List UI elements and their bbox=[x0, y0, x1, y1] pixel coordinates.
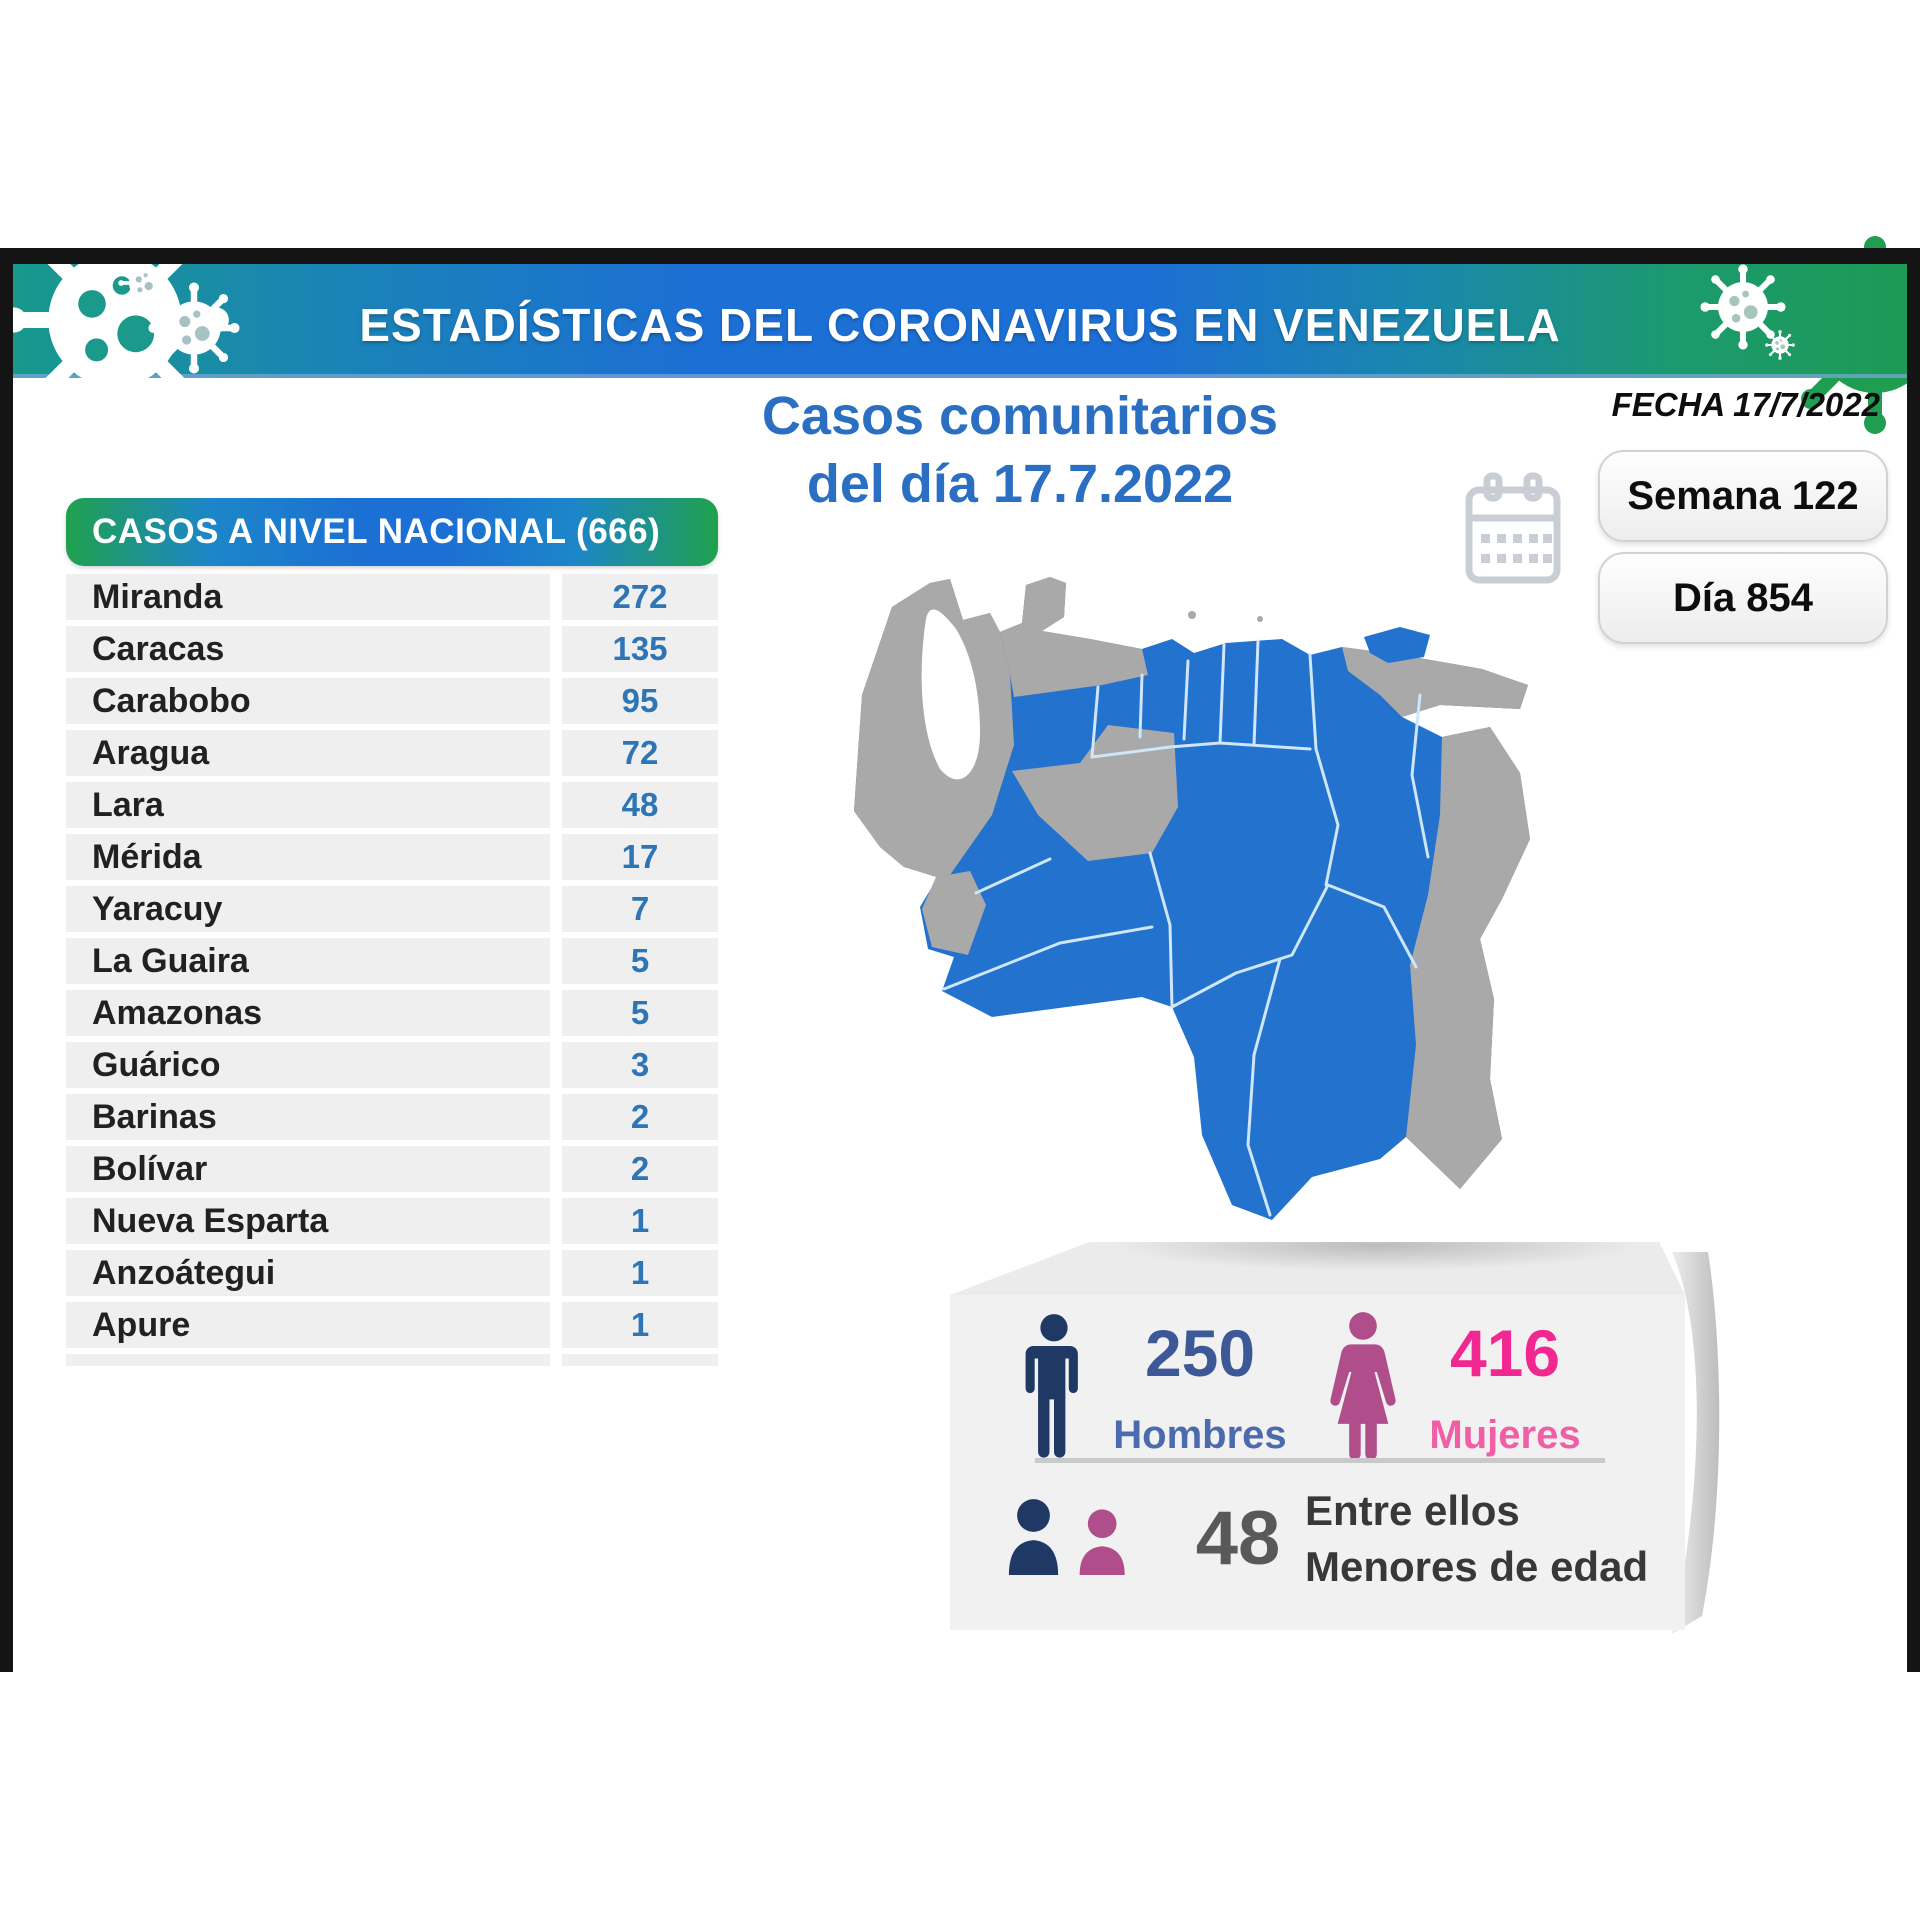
header-banner: ESTADÍSTICAS DEL CORONAVIRUS EN VENEZUEL… bbox=[13, 264, 1907, 378]
state-name-cell: Mérida bbox=[66, 834, 550, 880]
cases-table-rows: Miranda 272 Caracas 135 Carabobo 95 Arag… bbox=[66, 574, 718, 1348]
table-row: Apure 1 bbox=[66, 1302, 718, 1348]
state-name-cell: Yaracuy bbox=[66, 886, 550, 932]
state-name-cell: Guárico bbox=[66, 1042, 550, 1088]
map-region-sucre bbox=[1342, 647, 1528, 717]
cases-table-header: CASOS A NIVEL NACIONAL (666) bbox=[66, 498, 718, 566]
map-region-country-base bbox=[854, 577, 1530, 1220]
table-row: Lara 48 bbox=[66, 782, 718, 828]
state-name-cell: Miranda bbox=[66, 574, 550, 620]
state-cases-cell: 2 bbox=[562, 1094, 718, 1140]
table-row: Caracas 135 bbox=[66, 626, 718, 672]
cases-table-footer-strip bbox=[66, 1354, 718, 1366]
state-name-cell: Carabobo bbox=[66, 678, 550, 724]
minors-icons bbox=[1008, 1499, 1125, 1575]
state-name-cell: La Guaira bbox=[66, 938, 550, 984]
state-cases-cell: 272 bbox=[562, 574, 718, 620]
men-label: Hombres bbox=[1113, 1413, 1287, 1457]
week-badge: Semana 122 bbox=[1598, 450, 1888, 542]
state-name-cell: Aragua bbox=[66, 730, 550, 776]
state-name-cell: Anzoátegui bbox=[66, 1250, 550, 1296]
frame-left-border bbox=[0, 248, 13, 1672]
cases-table: CASOS A NIVEL NACIONAL (666) Miranda 272… bbox=[66, 498, 718, 1366]
map-region-trujillo-portuguesa-cojedes bbox=[1012, 725, 1178, 861]
map-islet-b bbox=[1257, 616, 1263, 622]
page-title-line1: Casos comunitarios bbox=[761, 386, 1279, 446]
state-cases-cell: 17 bbox=[562, 834, 718, 880]
woman-icon bbox=[1330, 1312, 1396, 1460]
table-row: Nueva Esparta 1 bbox=[66, 1198, 718, 1244]
women-label: Mujeres bbox=[1429, 1413, 1581, 1457]
minors-label-line2: Menores de edad bbox=[1305, 1543, 1649, 1590]
state-cases-cell: 5 bbox=[562, 990, 718, 1036]
table-row: Aragua 72 bbox=[66, 730, 718, 776]
state-cases-cell: 2 bbox=[562, 1146, 718, 1192]
map-region-tachira bbox=[922, 871, 986, 955]
table-row: Yaracuy 7 bbox=[66, 886, 718, 932]
state-cases-cell: 1 bbox=[562, 1302, 718, 1348]
table-row: Carabobo 95 bbox=[66, 678, 718, 724]
men-count: 250 bbox=[1144, 1316, 1256, 1390]
state-name-cell: Nueva Esparta bbox=[66, 1198, 550, 1244]
page-title-line2: del día 17.7.2022 bbox=[806, 454, 1234, 514]
day-badge: Día 854 bbox=[1598, 552, 1888, 644]
map-region-falcon bbox=[1000, 577, 1148, 697]
frame-top-border bbox=[0, 248, 1920, 264]
state-cases-cell: 72 bbox=[562, 730, 718, 776]
state-name-cell: Barinas bbox=[66, 1094, 550, 1140]
fecha-label: FECHA 17/7/2022 bbox=[1611, 386, 1880, 423]
gender-panel: 250 Hombres 416 Mujeres 48 Entre ellos M… bbox=[950, 1295, 1685, 1630]
women-count: 416 bbox=[1449, 1316, 1561, 1390]
banner-title: ESTADÍSTICAS DEL CORONAVIRUS EN VENEZUEL… bbox=[359, 299, 1561, 351]
table-row: Guárico 3 bbox=[66, 1042, 718, 1088]
map-state-boundaries bbox=[942, 639, 1430, 1217]
state-cases-cell: 1 bbox=[562, 1198, 718, 1244]
state-cases-cell: 3 bbox=[562, 1042, 718, 1088]
state-name-cell: Amazonas bbox=[66, 990, 550, 1036]
minors-label-line1: Entre ellos bbox=[1305, 1487, 1520, 1534]
state-cases-cell: 135 bbox=[562, 626, 718, 672]
state-name-cell: Apure bbox=[66, 1302, 550, 1348]
minors-count: 48 bbox=[1195, 1496, 1281, 1581]
state-cases-cell: 95 bbox=[562, 678, 718, 724]
table-row: Mérida 17 bbox=[66, 834, 718, 880]
table-row: La Guaira 5 bbox=[66, 938, 718, 984]
state-cases-cell: 5 bbox=[562, 938, 718, 984]
state-cases-cell: 7 bbox=[562, 886, 718, 932]
virus-icon-left-medium bbox=[148, 282, 240, 374]
virus-icon-right-tiny bbox=[1765, 330, 1795, 360]
map-region-nueva-esparta bbox=[1364, 627, 1430, 663]
venezuela-map bbox=[854, 577, 1530, 1220]
frame-right-border bbox=[1907, 248, 1920, 1672]
table-row: Anzoátegui 1 bbox=[66, 1250, 718, 1296]
state-name-cell: Lara bbox=[66, 782, 550, 828]
table-row: Bolívar 2 bbox=[66, 1146, 718, 1192]
state-name-cell: Caracas bbox=[66, 626, 550, 672]
table-row: Amazonas 5 bbox=[66, 990, 718, 1036]
map-region-delta-amacuro-esequibo bbox=[1406, 727, 1530, 1189]
state-cases-cell: 48 bbox=[562, 782, 718, 828]
map-islet-a bbox=[1188, 611, 1196, 619]
table-row: Barinas 2 bbox=[66, 1094, 718, 1140]
state-cases-cell: 1 bbox=[562, 1250, 718, 1296]
page-title: Casos comunitarios del día 17.7.2022 bbox=[620, 382, 1420, 518]
table-row: Miranda 272 bbox=[66, 574, 718, 620]
man-icon bbox=[1025, 1314, 1078, 1458]
panel-divider bbox=[1035, 1458, 1605, 1463]
panel-page-curl bbox=[1672, 1252, 1720, 1634]
calendar-icon bbox=[1465, 472, 1561, 584]
state-name-cell: Bolívar bbox=[66, 1146, 550, 1192]
panel-top-face bbox=[950, 1242, 1685, 1295]
map-region-lake-maracaibo bbox=[921, 609, 980, 780]
